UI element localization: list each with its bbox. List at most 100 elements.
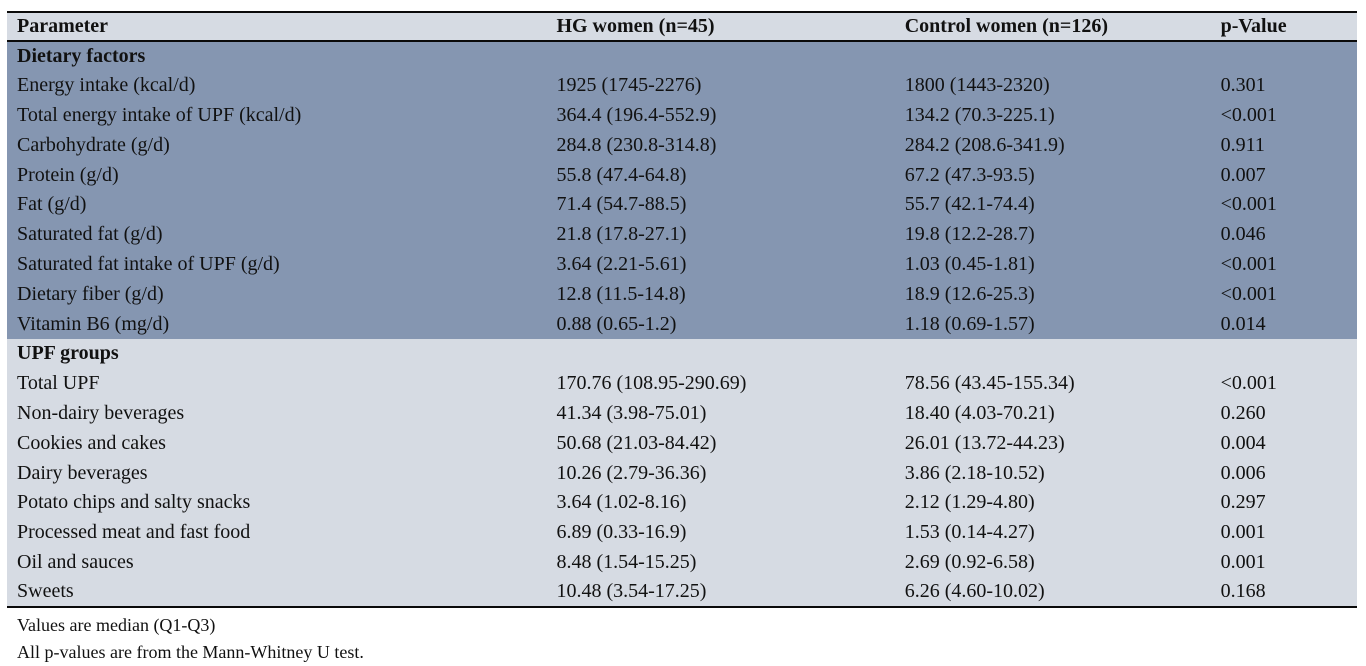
section-header-row: Dietary factors <box>7 41 1357 71</box>
p-value-cell: 0.260 <box>1220 398 1357 429</box>
control-value-cell: 55.7 (42.1-74.4) <box>904 189 1221 220</box>
hg-value-cell: 170.76 (108.95-290.69) <box>556 368 905 399</box>
hg-value-cell: 284.8 (230.8-314.8) <box>556 130 905 161</box>
table-row: Vitamin B6 (mg/d) 0.88 (0.65-1.2) 1.18 (0.… <box>7 309 1357 339</box>
table-row: Total energy intake of UPF (kcal/d) 364.4… <box>7 100 1357 131</box>
p-value-cell: 0.301 <box>1220 70 1357 101</box>
col-header-parameter: Parameter <box>7 12 557 42</box>
table-row: Dietary fiber (g/d) 12.8 (11.5-14.8) 18.9 … <box>7 279 1357 310</box>
control-value-cell: 2.12 (1.29-4.80) <box>904 487 1221 518</box>
hg-value-cell: 364.4 (196.4-552.9) <box>556 100 905 131</box>
table-row: Potato chips and salty snacks 3.64 (1.02-… <box>7 487 1357 518</box>
control-value-cell: 1.03 (0.45-1.81) <box>904 249 1221 280</box>
parameter-cell: Potato chips and salty snacks <box>7 487 557 518</box>
table-row: Cookies and cakes 50.68 (21.03-84.42) 26.0… <box>7 428 1357 459</box>
parameter-cell: Total UPF <box>7 368 557 399</box>
p-value-cell: <0.001 <box>1220 100 1357 131</box>
parameter-cell: Dairy beverages <box>7 458 557 488</box>
parameter-cell: Saturated fat intake of UPF (g/d) <box>7 249 557 280</box>
table-body: Dietary factors Energy intake (kcal/d) 192… <box>7 41 1357 608</box>
p-value-cell: 0.006 <box>1220 458 1357 488</box>
parameter-cell: Non-dairy beverages <box>7 398 557 429</box>
control-value-cell: 78.56 (43.45-155.34) <box>904 368 1221 399</box>
table-row: Processed meat and fast food 6.89 (0.33-1… <box>7 517 1357 548</box>
table-row: Carbohydrate (g/d) 284.8 (230.8-314.8) 284… <box>7 130 1357 161</box>
table-row: Non-dairy beverages 41.34 (3.98-75.01) 18.… <box>7 398 1357 429</box>
p-value-cell: <0.001 <box>1220 279 1357 310</box>
table-row: Total UPF 170.76 (108.95-290.69) 78.56 (43… <box>7 368 1357 399</box>
hg-value-cell: 3.64 (1.02-8.16) <box>556 487 905 518</box>
hg-value-cell: 12.8 (11.5-14.8) <box>556 279 905 310</box>
col-header-p-value: p-Value <box>1220 12 1357 42</box>
control-value-cell: 1.18 (0.69-1.57) <box>904 309 1221 339</box>
control-value-cell: 284.2 (208.6-341.9) <box>904 130 1221 161</box>
table-row: Protein (g/d) 55.8 (47.4-64.8) 67.2 (47.3-… <box>7 160 1357 190</box>
control-value-cell: 1.53 (0.14-4.27) <box>904 517 1221 548</box>
parameter-cell: Energy intake (kcal/d) <box>7 70 557 101</box>
parameter-cell: Carbohydrate (g/d) <box>7 130 557 161</box>
parameter-cell: Processed meat and fast food <box>7 517 557 548</box>
table-row: Oil and sauces 8.48 (1.54-15.25) 2.69 (0.9… <box>7 547 1357 578</box>
p-value-cell: <0.001 <box>1220 189 1357 220</box>
hg-value-cell: 21.8 (17.8-27.1) <box>556 219 905 250</box>
parameter-cell: Total energy intake of UPF (kcal/d) <box>7 100 557 131</box>
footnote-median: Values are median (Q1-Q3) <box>17 615 216 636</box>
table-row: Energy intake (kcal/d) 1925 (1745-2276) 18… <box>7 70 1357 101</box>
hg-value-cell: 71.4 (54.7-88.5) <box>556 189 905 220</box>
hg-value-cell: 8.48 (1.54-15.25) <box>556 547 905 578</box>
p-value-cell: 0.911 <box>1220 130 1357 161</box>
table-row: Saturated fat (g/d) 21.8 (17.8-27.1) 19.8 … <box>7 219 1357 250</box>
control-value-cell: 6.26 (4.60-10.02) <box>904 577 1221 608</box>
hg-value-cell: 1925 (1745-2276) <box>556 70 905 101</box>
parameter-cell: Saturated fat (g/d) <box>7 219 557 250</box>
section-title: UPF groups <box>7 338 1357 369</box>
section-title: Dietary factors <box>7 41 1357 71</box>
p-value-cell: 0.014 <box>1220 309 1357 339</box>
table-row: Fat (g/d) 71.4 (54.7-88.5) 55.7 (42.1-74.4… <box>7 189 1357 220</box>
col-header-hg-women: HG women (n=45) <box>556 12 905 42</box>
table-footnotes: Values are median (Q1-Q3) All p-values a… <box>7 608 1357 666</box>
table-row: Sweets 10.48 (3.54-17.25) 6.26 (4.60-10.02… <box>7 577 1357 608</box>
table-row: Dairy beverages 10.26 (2.79-36.36) 3.86 (2… <box>7 458 1357 488</box>
p-value-cell: 0.007 <box>1220 160 1357 190</box>
control-value-cell: 134.2 (70.3-225.1) <box>904 100 1221 131</box>
hg-value-cell: 3.64 (2.21-5.61) <box>556 249 905 280</box>
control-value-cell: 1800 (1443-2320) <box>904 70 1221 101</box>
hg-value-cell: 50.68 (21.03-84.42) <box>556 428 905 459</box>
p-value-cell: 0.297 <box>1220 487 1357 518</box>
hg-value-cell: 0.88 (0.65-1.2) <box>556 309 905 339</box>
parameter-cell: Dietary fiber (g/d) <box>7 279 557 310</box>
hg-value-cell: 10.26 (2.79-36.36) <box>556 458 905 488</box>
control-value-cell: 3.86 (2.18-10.52) <box>904 458 1221 488</box>
control-value-cell: 19.8 (12.2-28.7) <box>904 219 1221 250</box>
p-value-cell: 0.168 <box>1220 577 1357 608</box>
parameter-cell: Sweets <box>7 577 557 608</box>
hg-value-cell: 55.8 (47.4-64.8) <box>556 160 905 190</box>
parameter-cell: Cookies and cakes <box>7 428 557 459</box>
parameter-cell: Protein (g/d) <box>7 160 557 190</box>
parameter-cell: Fat (g/d) <box>7 189 557 220</box>
section-header-row: UPF groups <box>7 338 1357 369</box>
p-value-cell: <0.001 <box>1220 368 1357 399</box>
control-value-cell: 18.40 (4.03-70.21) <box>904 398 1221 429</box>
hg-value-cell: 6.89 (0.33-16.9) <box>556 517 905 548</box>
table-row: Saturated fat intake of UPF (g/d) 3.64 (2… <box>7 249 1357 280</box>
control-value-cell: 2.69 (0.92-6.58) <box>904 547 1221 578</box>
p-value-cell: 0.004 <box>1220 428 1357 459</box>
control-value-cell: 18.9 (12.6-25.3) <box>904 279 1221 310</box>
parameter-cell: Oil and sauces <box>7 547 557 578</box>
p-value-cell: 0.046 <box>1220 219 1357 250</box>
control-value-cell: 26.01 (13.72-44.23) <box>904 428 1221 459</box>
p-value-cell: 0.001 <box>1220 517 1357 548</box>
hg-value-cell: 10.48 (3.54-17.25) <box>556 577 905 608</box>
results-table: Parameter HG women (n=45) Control women … <box>7 11 1357 609</box>
p-value-cell: <0.001 <box>1220 249 1357 280</box>
header-row: Parameter HG women (n=45) Control women … <box>7 12 1357 42</box>
p-value-cell: 0.001 <box>1220 547 1357 578</box>
hg-value-cell: 41.34 (3.98-75.01) <box>556 398 905 429</box>
parameter-cell: Vitamin B6 (mg/d) <box>7 309 557 339</box>
col-header-control-women: Control women (n=126) <box>904 12 1221 42</box>
footnote-test: All p-values are from the Mann-Whitney U… <box>17 642 364 663</box>
control-value-cell: 67.2 (47.3-93.5) <box>904 160 1221 190</box>
